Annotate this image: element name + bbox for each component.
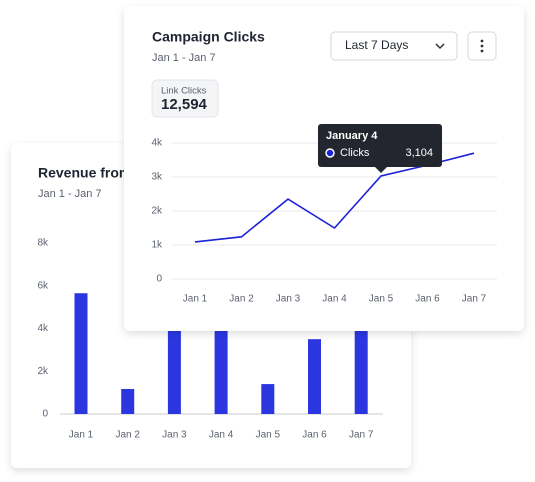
bar [74, 293, 88, 414]
x-tick-label: Jan 2 [229, 294, 254, 305]
x-tick-label: Jan 6 [302, 430, 327, 441]
dot [480, 44, 484, 48]
x-tick-label: Jan 7 [349, 430, 374, 441]
clicks-card: Campaign Clicks Jan 1 - Jan 7 Last 7 Day… [124, 6, 524, 331]
tooltip-arrow [375, 167, 387, 173]
y-tick-label: 1k [151, 240, 163, 251]
tooltip-bg [318, 124, 442, 167]
y-tick-label: 4k [37, 323, 49, 334]
kpi-box [151, 79, 219, 118]
x-tick-label: Jan 1 [183, 294, 208, 305]
card-title: Campaign Clicks [152, 29, 265, 45]
chevron [435, 43, 445, 50]
x-tick-label: Jan 4 [322, 294, 347, 305]
x-tick-label: Jan 4 [209, 430, 234, 441]
x-tick-label: Jan 3 [276, 294, 301, 305]
x-tick-label: Jan 2 [115, 430, 140, 441]
y-tick-label: 2k [151, 206, 163, 217]
x-tick-label: Jan 1 [69, 430, 94, 441]
y-tick-label: 4k [151, 138, 163, 149]
y-tick-label: 8k [37, 238, 49, 249]
card-subtitle: Jan 1 - Jan 7 [152, 52, 216, 64]
y-tick-label: 0 [156, 274, 162, 285]
x-tick-label: Jan 3 [162, 430, 187, 441]
tooltip: January 4 Clicks 3,104 [318, 124, 442, 173]
kpi-value: 12,594 [161, 96, 208, 113]
tooltip-swatch [325, 148, 335, 158]
card-subtitle: Jan 1 - Jan 7 [38, 188, 102, 200]
more-button[interactable] [467, 31, 497, 61]
card-title: Revenue from [38, 165, 131, 181]
y-tick-label: 6k [37, 280, 49, 291]
tooltip-title: January 4 [326, 130, 378, 142]
dot [480, 49, 484, 53]
bar [308, 339, 321, 414]
bar [214, 315, 228, 414]
x-tick-label: Jan 7 [462, 294, 487, 305]
card-bg [124, 6, 524, 331]
bar [167, 307, 181, 414]
dot [480, 39, 484, 43]
kpi-label: Link Clicks [161, 86, 207, 97]
x-tick-label: Jan 5 [256, 430, 281, 441]
range-dropdown[interactable]: Last 7 Days [330, 31, 458, 61]
dropdown-box[interactable] [330, 31, 458, 61]
y-tick-label: 2k [37, 366, 49, 377]
dropdown-label[interactable]: Last 7 Days [345, 38, 408, 52]
bar [261, 384, 275, 414]
x-tick-label: Jan 5 [369, 294, 394, 305]
tooltip-series: Clicks [340, 147, 370, 159]
tooltip-value: 3,104 [405, 147, 433, 159]
x-tick-label: Jan 6 [415, 294, 440, 305]
y-tick-label: 0 [42, 409, 48, 420]
y-tick-label: 3k [151, 172, 163, 183]
bar [121, 388, 135, 414]
